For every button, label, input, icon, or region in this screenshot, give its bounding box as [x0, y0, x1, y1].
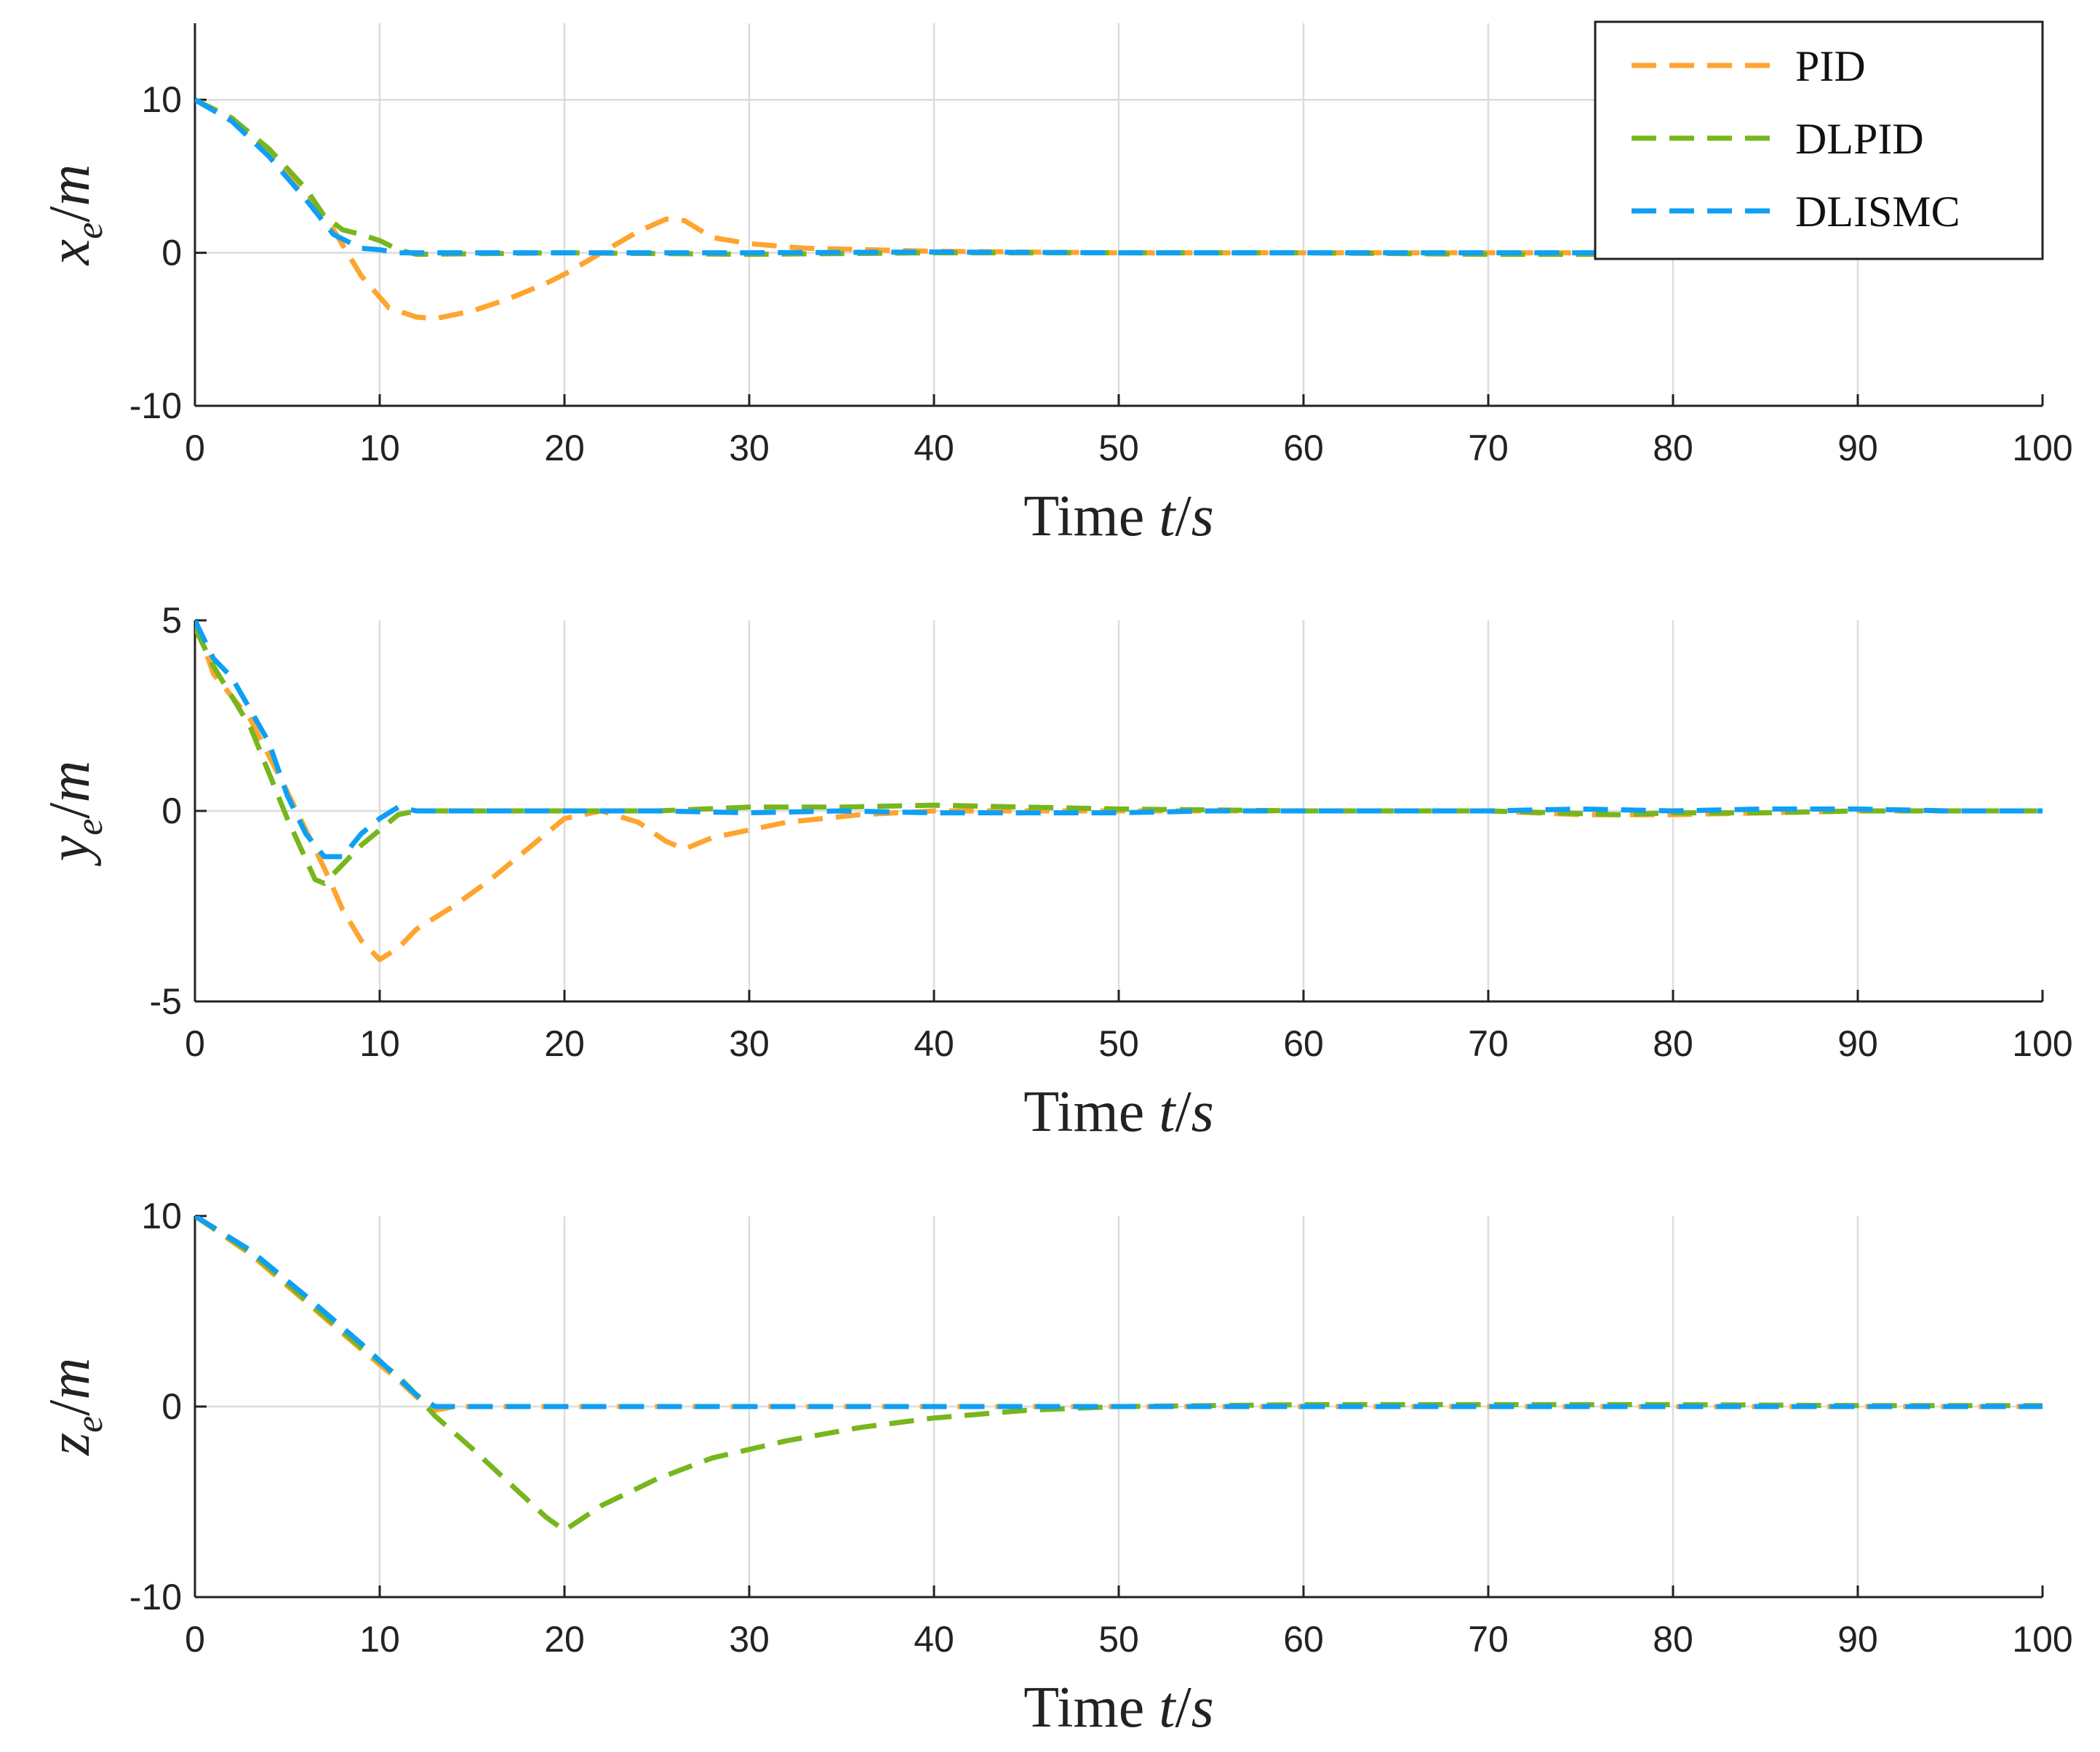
series-line-dlismc [195, 620, 2043, 860]
x-axis-label-slash: / [1175, 1676, 1191, 1740]
y-axis-label-unit: m [38, 164, 102, 207]
x-tick-label: 40 [914, 428, 954, 468]
y-axis-label-var: y [38, 835, 102, 866]
x-tick-label: 30 [729, 428, 770, 468]
y-axis-label-sub: e [69, 223, 111, 239]
y-axis-label-slash: / [38, 802, 102, 819]
x-tick-label: 90 [1837, 428, 1878, 468]
series-line-pid [195, 97, 2043, 321]
x-tick-label: 50 [1098, 1619, 1139, 1660]
x-axis-label: Time t/s [1023, 1080, 1214, 1144]
series-line-dlpid [195, 626, 2043, 887]
x-axis-label: Time t/s [1023, 1676, 1214, 1740]
y-tick-label: 10 [141, 79, 182, 120]
x-tick-label: 70 [1468, 1619, 1509, 1660]
x-axis-label-slash: / [1175, 1080, 1191, 1144]
y-tick-label: 10 [141, 1196, 182, 1236]
y-axis-label-var: z [38, 1433, 102, 1456]
x-tick-label: 40 [914, 1023, 954, 1064]
y-axis-label-unit: m [38, 761, 102, 803]
x-axis-label-unit: s [1191, 1080, 1214, 1144]
x-tick-label: 50 [1098, 428, 1139, 468]
x-axis-label: Time t/s [1023, 484, 1214, 548]
y-axis-label-sub: e [69, 1416, 111, 1433]
x-axis-label-var: t [1159, 1676, 1176, 1740]
x-tick-label: 90 [1837, 1023, 1878, 1064]
y-tick-label: -10 [129, 385, 182, 426]
legend-label-pid: PID [1795, 42, 1866, 90]
y-axis-label-unit: m [38, 1358, 102, 1400]
x-tick-label: 100 [2012, 1023, 2072, 1064]
x-tick-label: 100 [2012, 428, 2072, 468]
y-axis-label: ye/m [38, 761, 111, 867]
x-tick-label: 60 [1283, 1023, 1324, 1064]
x-axis-label-unit: s [1191, 484, 1214, 548]
x-tick-label: 20 [544, 428, 585, 468]
x-tick-label: 100 [2012, 1619, 2072, 1660]
x-tick-label: 0 [185, 1023, 205, 1064]
y-axis-label-var: x [38, 239, 102, 266]
x-tick-label: 70 [1468, 428, 1509, 468]
y-axis-label: xe/m [38, 164, 111, 266]
series-line-dlismc [195, 1216, 2043, 1409]
x-tick-label: 0 [185, 428, 205, 468]
x-tick-label: 70 [1468, 1023, 1509, 1064]
y-tick-label: 5 [161, 600, 182, 641]
x-tick-label: 10 [359, 1619, 400, 1660]
series-line-dlismc [195, 97, 2043, 256]
y-tick-label: 0 [161, 791, 182, 831]
x-tick-label: 80 [1653, 428, 1693, 468]
x-axis-label-var: t [1159, 484, 1176, 548]
x-tick-label: 30 [729, 1619, 770, 1660]
x-tick-label: 40 [914, 1619, 954, 1660]
x-axis-label-text: Time [1023, 1080, 1159, 1144]
x-axis-label-slash: / [1175, 484, 1191, 548]
legend-label-dlismc: DLISMC [1795, 188, 1960, 236]
x-tick-label: 0 [185, 1619, 205, 1660]
x-tick-label: 60 [1283, 428, 1324, 468]
y-axis-label-slash: / [38, 1399, 102, 1416]
y-tick-label: 0 [161, 1386, 182, 1427]
y-axis-label: ze/m [38, 1358, 111, 1456]
x-axis-label-text: Time [1023, 484, 1159, 548]
y-tick-label: 0 [161, 233, 182, 273]
x-tick-label: 20 [544, 1023, 585, 1064]
x-axis-label-var: t [1159, 1080, 1176, 1144]
y-axis-label-sub: e [69, 819, 111, 836]
y-tick-label: -5 [150, 981, 182, 1022]
x-tick-label: 20 [544, 1619, 585, 1660]
x-tick-label: 10 [359, 428, 400, 468]
legend-label-dlpid: DLPID [1795, 115, 1924, 163]
x-tick-label: 80 [1653, 1023, 1693, 1064]
x-tick-label: 90 [1837, 1619, 1878, 1660]
x-tick-label: 80 [1653, 1619, 1693, 1660]
x-tick-label: 50 [1098, 1023, 1139, 1064]
x-axis-label-unit: s [1191, 1676, 1214, 1740]
y-tick-label: -10 [129, 1577, 182, 1617]
x-axis-label-text: Time [1023, 1676, 1159, 1740]
legend: PID DLPID DLISMC [1594, 20, 2044, 260]
y-axis-label-slash: / [38, 206, 102, 223]
x-tick-label: 60 [1283, 1619, 1324, 1660]
x-tick-label: 30 [729, 1023, 770, 1064]
x-tick-label: 10 [359, 1023, 400, 1064]
